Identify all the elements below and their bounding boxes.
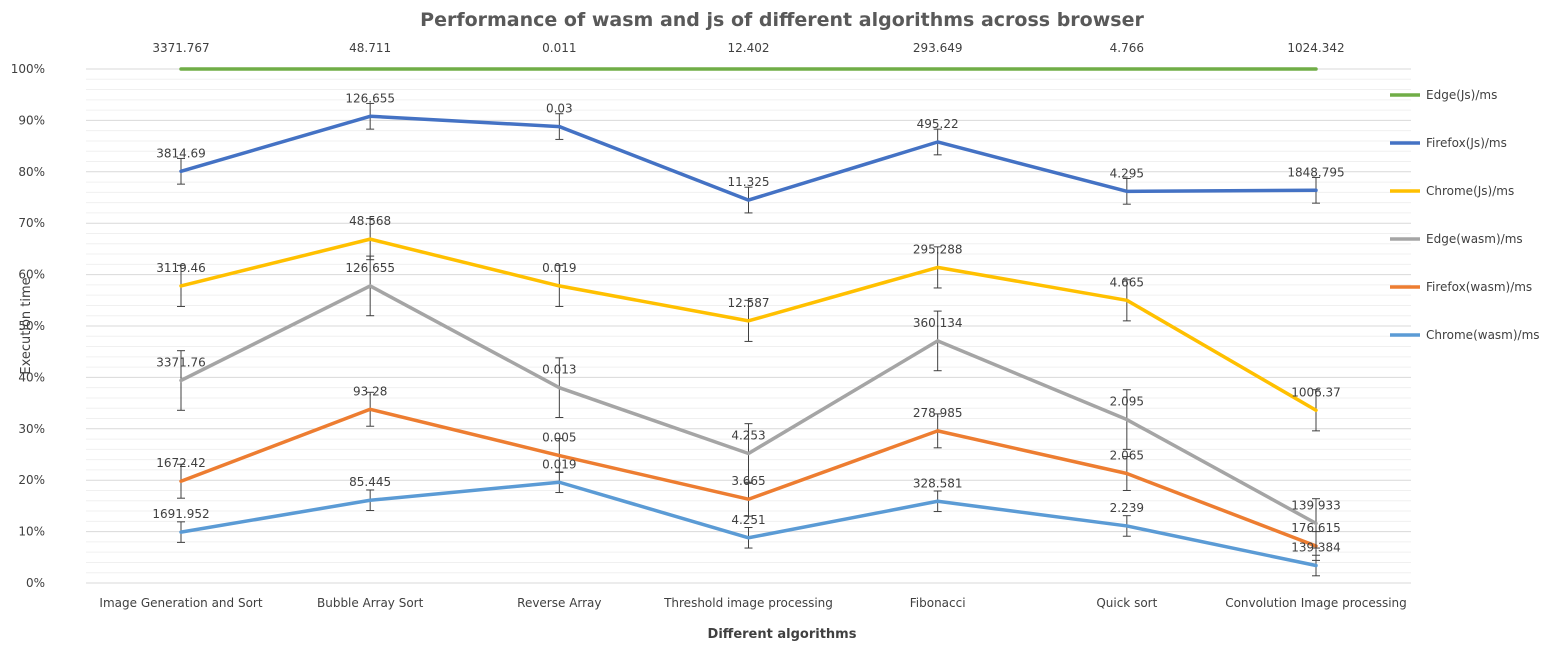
y-tick-label: 20%: [18, 473, 45, 487]
x-tick-label: Reverse Array: [517, 596, 601, 610]
data-label: 126.655: [345, 91, 395, 105]
y-tick-label: 100%: [11, 62, 45, 76]
data-label: 3814.69: [156, 146, 206, 160]
data-label: 93.28: [353, 384, 387, 398]
data-label: 495.22: [917, 117, 959, 131]
data-label: 0.019: [542, 457, 576, 471]
data-label: 2.095: [1110, 395, 1144, 409]
data-label: 4.253: [731, 428, 765, 442]
y-tick-label: 60%: [18, 268, 45, 282]
legend-label: Chrome(wasm)/ms: [1426, 328, 1540, 342]
data-label: 1672.42: [156, 456, 206, 470]
data-label: 85.445: [349, 475, 391, 489]
data-label: 1691.952: [152, 507, 209, 521]
x-tick-label: Fibonacci: [910, 596, 966, 610]
data-label: 278.985: [913, 406, 963, 420]
x-axis-title: Different algorithms: [708, 627, 857, 642]
x-tick-label: Threshold image processing: [663, 596, 833, 610]
data-label: 176.615: [1291, 521, 1341, 535]
data-label: 48.568: [349, 214, 391, 228]
data-label: 1848.795: [1287, 165, 1344, 179]
data-label: 126.655: [345, 261, 395, 275]
legend-label: Edge(wasm)/ms: [1426, 232, 1523, 246]
y-tick-label: 40%: [18, 370, 45, 384]
y-axis-title: Execution time: [19, 277, 34, 374]
series-line: [179, 237, 1318, 413]
y-tick-label: 0%: [26, 576, 45, 590]
series-line: [179, 407, 1318, 548]
chart-title: Performance of wasm and js of different …: [420, 9, 1144, 31]
y-tick-label: 80%: [18, 165, 45, 179]
data-label: 3.665: [731, 474, 765, 488]
data-label: 3119.46: [156, 261, 206, 275]
series-line: [179, 284, 1318, 526]
data-label: 4.665: [1110, 275, 1144, 289]
data-label: 293.649: [913, 41, 963, 55]
series-line: [179, 114, 1318, 202]
data-label: 0.005: [542, 431, 576, 445]
data-label: 1006.37: [1291, 385, 1341, 399]
data-label: 1024.342: [1287, 41, 1344, 55]
data-label: 4.766: [1110, 41, 1144, 55]
data-label: 2.065: [1110, 449, 1144, 463]
legend-label: Chrome(Js)/ms: [1426, 184, 1514, 198]
data-label: 139.933: [1291, 498, 1341, 512]
data-label: 48.711: [349, 41, 391, 55]
y-tick-label: 70%: [18, 216, 45, 230]
data-label: 0.013: [542, 363, 576, 377]
legend-label: Firefox(Js)/ms: [1426, 136, 1507, 150]
y-tick-label: 10%: [18, 525, 45, 539]
data-label: 4.295: [1110, 166, 1144, 180]
legend-label: Edge(Js)/ms: [1426, 88, 1497, 102]
y-tick-label: 50%: [18, 319, 45, 333]
data-label: 12.587: [728, 296, 770, 310]
data-label: 3371.76: [156, 355, 206, 369]
data-label: 0.011: [542, 41, 576, 55]
x-tick-label: Image Generation and Sort: [99, 596, 262, 610]
data-label: 0.03: [546, 102, 573, 116]
data-label: 360.134: [913, 316, 963, 330]
data-label: 295.288: [913, 242, 963, 256]
series-line: [179, 480, 1318, 568]
data-label: 12.402: [728, 41, 770, 55]
x-tick-label: Convolution Image processing: [1225, 596, 1407, 610]
data-label: 11.325: [728, 175, 770, 189]
legend-label: Firefox(wasm)/ms: [1426, 280, 1532, 294]
data-label: 139.384: [1291, 541, 1341, 555]
data-label: 3371.767: [152, 41, 209, 55]
x-tick-label: Bubble Array Sort: [317, 596, 424, 610]
data-label: 328.581: [913, 476, 963, 490]
data-label: 4.251: [731, 513, 765, 527]
data-label: 2.239: [1110, 501, 1144, 515]
y-tick-label: 30%: [18, 422, 45, 436]
data-label: 0.019: [542, 261, 576, 275]
x-tick-label: Quick sort: [1096, 596, 1157, 610]
y-tick-label: 90%: [18, 113, 45, 127]
